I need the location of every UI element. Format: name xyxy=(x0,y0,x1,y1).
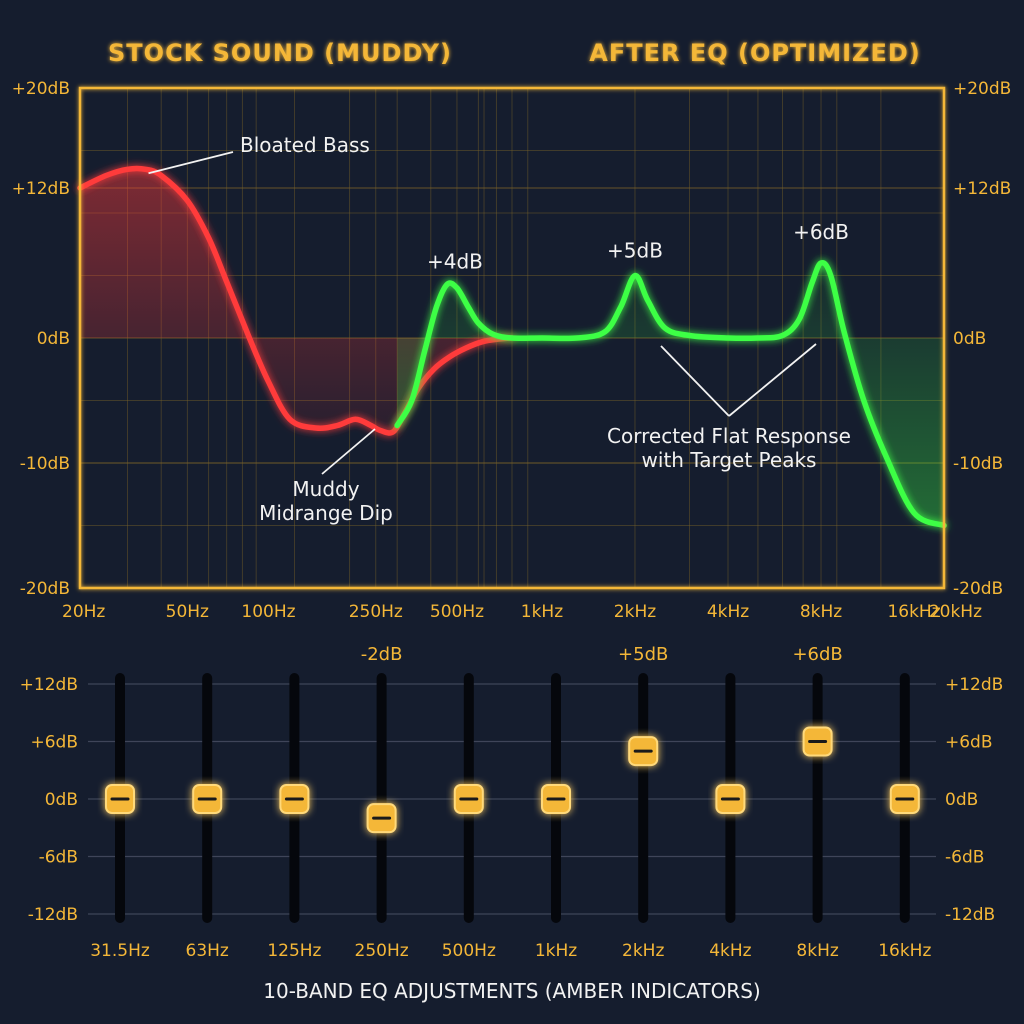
leader-bloated-bass xyxy=(148,151,234,175)
y-tick-label-left: -20dB xyxy=(20,579,70,599)
eq-y-tick-right: 0dB xyxy=(945,790,978,810)
annotation-muddy-dip: Muddy Midrange Dip xyxy=(259,477,393,525)
series-area-1 xyxy=(397,262,945,526)
eq-panel-title: 10-BAND EQ ADJUSTMENTS (AMBER INDICATORS… xyxy=(263,979,760,1003)
x-tick-label: 250Hz xyxy=(349,602,403,622)
y-tick-label-right: 0dB xyxy=(953,329,986,349)
y-tick-label-left: +20dB xyxy=(12,79,70,99)
y-tick-label-left: +12dB xyxy=(12,179,70,199)
eq-y-tick-left: +12dB xyxy=(20,675,78,695)
eq-y-tick-left: +6dB xyxy=(30,733,78,753)
x-tick-label: 8kHz xyxy=(800,602,842,622)
eq-value-label: +6dB xyxy=(792,644,842,665)
eq-band-label: 250Hz xyxy=(355,941,409,961)
eq-band-label: 125Hz xyxy=(267,941,321,961)
eq-y-tick-right: +6dB xyxy=(945,733,993,753)
series-line-1 xyxy=(394,260,947,529)
eq-band-label: 2kHz xyxy=(622,941,664,961)
main-chart-series xyxy=(77,165,947,529)
x-tick-label: 2kHz xyxy=(614,602,656,622)
y-tick-label-left: -10dB xyxy=(20,454,70,474)
eq-value-label: -2dB xyxy=(361,644,403,665)
eq-y-tick-left: -12dB xyxy=(28,905,78,925)
x-tick-label: 50Hz xyxy=(166,602,209,622)
title-right: AFTER EQ (OPTIMIZED) xyxy=(589,39,920,67)
y-tick-label-right: +12dB xyxy=(953,179,1011,199)
annotation-flat-response: Corrected Flat Response with Target Peaks xyxy=(607,424,851,472)
leader-flat-left xyxy=(660,345,730,417)
main-chart-frame xyxy=(78,55,946,618)
leader-muddy-dip xyxy=(321,428,376,475)
eq-band-label: 500Hz xyxy=(442,941,496,961)
eq-band-label: 1kHz xyxy=(535,941,577,961)
x-tick-label: 1kHz xyxy=(521,602,563,622)
annotation-peak-2khz: +5dB xyxy=(607,239,663,263)
eq-slider-panel: +12dB +12dB +6dB +6dB 0dB 0dB -6dB -6dB -12dB -12… xyxy=(20,644,1004,961)
eq-band-label: 8kHz xyxy=(796,941,838,961)
eq-band-label: 4kHz xyxy=(709,941,751,961)
title-left: STOCK SOUND (MUDDY) xyxy=(108,39,452,67)
eq-band-label: 31.5Hz xyxy=(90,941,150,961)
main-chart-axis-labels: +20dB +20dB +12dB +12dB 0dB 0dB -10dB -10dB -20d… xyxy=(12,79,1012,622)
series-line-0 xyxy=(77,165,515,436)
y-tick-label-right: -20dB xyxy=(953,579,1003,599)
eq-y-tick-left: -6dB xyxy=(39,848,78,868)
eq-y-tick-left: 0dB xyxy=(45,790,78,810)
x-tick-label: 500Hz xyxy=(430,602,484,622)
x-tick-label: 100Hz xyxy=(241,602,295,622)
leader-flat-right xyxy=(728,343,817,417)
eq-y-tick-right: -12dB xyxy=(945,905,995,925)
main-chart-fills xyxy=(80,168,945,526)
eq-y-tick-right: +12dB xyxy=(945,675,1003,695)
x-tick-label: 4kHz xyxy=(707,602,749,622)
y-tick-label-right: -10dB xyxy=(953,454,1003,474)
annotation-peak-8khz: +6dB xyxy=(793,220,849,244)
y-tick-label-right: +20dB xyxy=(953,79,1011,99)
eq-band-label: 16kHz xyxy=(878,941,931,961)
eq-value-label: +5dB xyxy=(618,644,668,665)
main-chart-annotations: Bloated Bass +4dB +5dB +6dB Muddy Midrange Di… xyxy=(148,133,851,525)
x-tick-label: 16kHz xyxy=(887,602,940,622)
eq-y-tick-right: -6dB xyxy=(945,848,984,868)
y-tick-label-left: 0dB xyxy=(37,329,70,349)
x-tick-label: 20kHz xyxy=(929,602,982,622)
annotation-bloated-bass: Bloated Bass xyxy=(240,133,370,157)
annotation-peak-500hz: +4dB xyxy=(427,249,483,273)
eq-band-label: 63Hz xyxy=(186,941,229,961)
x-tick-label: 20Hz xyxy=(62,602,105,622)
